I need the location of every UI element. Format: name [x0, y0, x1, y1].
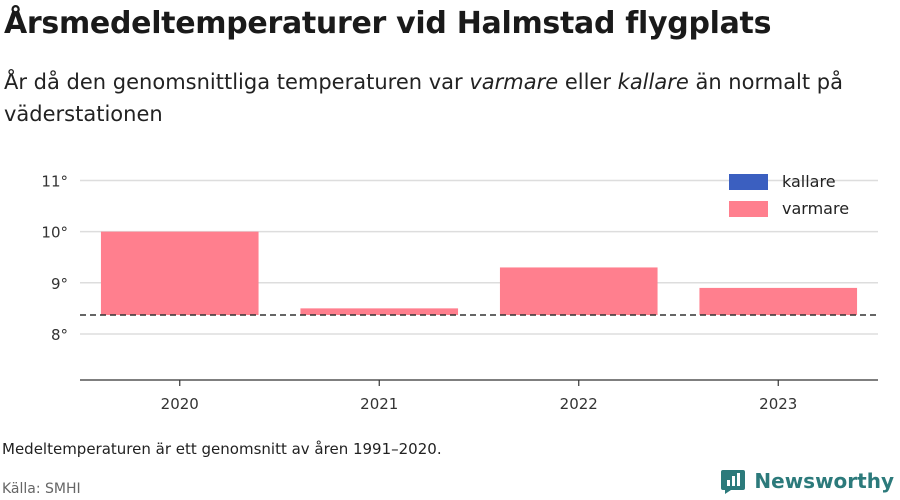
- bar-2021: [300, 308, 459, 316]
- x-tick-label: 2022: [560, 395, 598, 413]
- bar-2020: [100, 231, 259, 316]
- subtitle-cold: kallare: [617, 70, 689, 94]
- legend-swatch-kallare: [729, 174, 768, 190]
- newsworthy-logo-icon: [721, 470, 746, 494]
- brand-name: Newsworthy: [754, 469, 894, 493]
- y-tick-label: 8°: [51, 326, 68, 344]
- y-tick-label: 9°: [51, 275, 68, 293]
- y-tick-label: 11°: [41, 172, 68, 190]
- legend-swatch-varmare: [729, 201, 768, 217]
- source: Källa: SMHI: [2, 481, 81, 497]
- chart-title: Årsmedeltemperaturer vid Halmstad flygpl…: [4, 6, 772, 41]
- x-tick-label: 2021: [360, 395, 398, 413]
- bars: [100, 231, 858, 316]
- bar-2022: [499, 267, 658, 316]
- legend-label-kallare: kallare: [782, 172, 836, 191]
- subtitle-warm: varmare: [469, 70, 559, 94]
- brand-logo: Newsworthy: [720, 468, 894, 494]
- y-tick-labels: 8° 9° 10° 11°: [41, 172, 68, 343]
- footnote: Medeltemperaturen är ett genomsnitt av å…: [2, 440, 442, 458]
- legend: kallare varmare: [729, 172, 849, 218]
- chart-subtitle: År då den genomsnittliga temperaturen va…: [4, 66, 884, 130]
- y-tick-label: 10°: [41, 224, 68, 242]
- bar-chart: 8° 9° 10° 11° 2020 2021 2022 2023 kallare varma…: [41, 172, 878, 413]
- legend-label-varmare: varmare: [782, 199, 849, 218]
- x-tick-label: 2023: [759, 395, 797, 413]
- x-tick-label: 2020: [161, 395, 199, 413]
- x-tick-labels: 2020 2021 2022 2023: [161, 380, 797, 413]
- subtitle-text-1: År då den genomsnittliga temperaturen va…: [4, 70, 470, 94]
- subtitle-text-3: än normalt på väderstationen: [4, 70, 843, 126]
- bar-2023: [699, 287, 858, 316]
- subtitle-text-2: eller: [558, 70, 618, 94]
